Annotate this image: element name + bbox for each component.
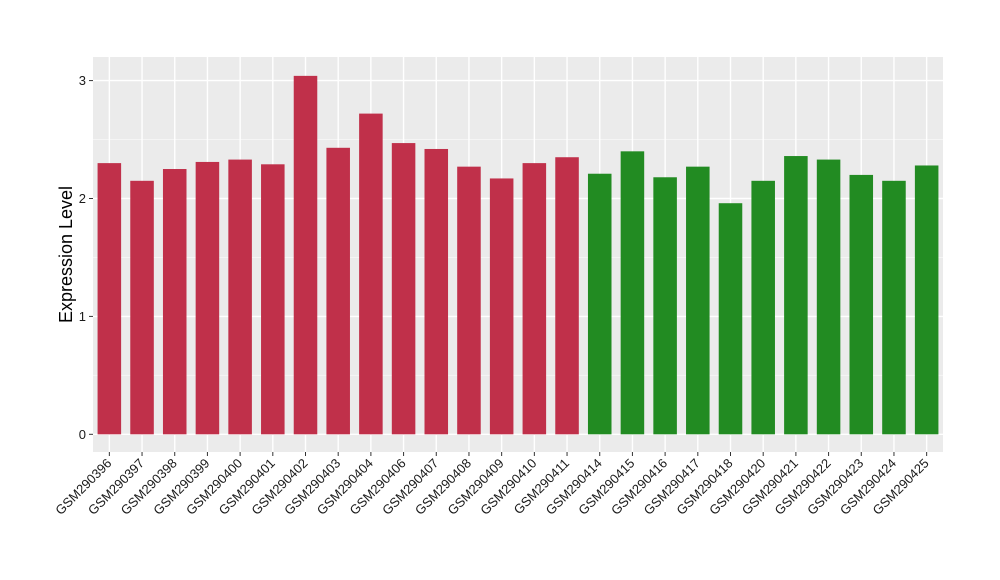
bar xyxy=(326,147,350,435)
bar xyxy=(359,113,383,435)
bar xyxy=(686,166,710,435)
bar xyxy=(587,173,612,435)
bar xyxy=(293,75,318,435)
bar xyxy=(261,164,285,435)
bar xyxy=(653,177,677,435)
bars xyxy=(97,75,939,435)
bar xyxy=(914,165,939,435)
bar xyxy=(620,151,645,435)
bar xyxy=(849,174,874,435)
bar xyxy=(489,178,514,435)
y-tick-label: 1 xyxy=(79,309,86,324)
bar xyxy=(555,157,579,435)
bar xyxy=(97,163,122,435)
y-axis-title: Expression Level xyxy=(56,186,76,323)
y-tick-label: 2 xyxy=(79,191,86,206)
bar xyxy=(751,180,775,435)
plot-panel xyxy=(93,57,943,452)
bar xyxy=(522,163,547,435)
bar xyxy=(718,203,743,435)
y-tick-label: 0 xyxy=(79,427,86,442)
bar xyxy=(457,166,481,435)
bar xyxy=(195,161,220,435)
bar xyxy=(391,143,416,435)
bar xyxy=(162,169,187,435)
bar xyxy=(130,180,154,435)
y-tick-label: 3 xyxy=(79,73,86,88)
bar xyxy=(784,156,808,435)
bar xyxy=(816,159,841,435)
x-axis: GSM290396GSM290397GSM290398GSM290399GSM2… xyxy=(52,452,932,518)
bar xyxy=(424,148,449,435)
y-axis: 0 1 2 3 xyxy=(79,73,93,442)
bar xyxy=(882,180,906,435)
bar xyxy=(228,159,252,435)
